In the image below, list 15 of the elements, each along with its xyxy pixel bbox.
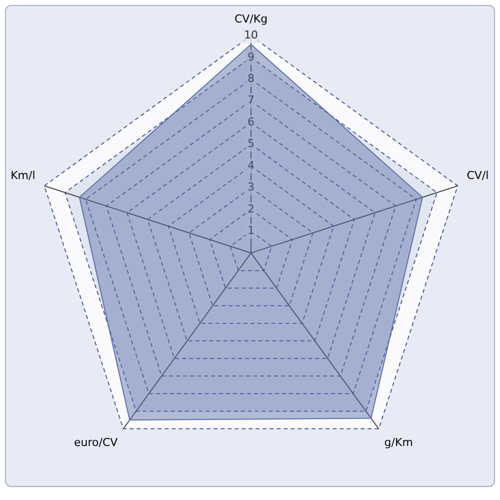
y-tick-label: 4 [248,158,254,172]
y-tick-label: 7 [248,94,254,107]
spoke-label: Km/l [10,169,36,182]
y-tick-label: 8 [248,72,254,86]
y-tick-label: 2 [248,202,254,216]
spoke-label: CV/Kg [234,12,268,26]
y-tick-label: 9 [248,50,254,64]
y-tick-label: 1 [248,224,254,238]
spoke-label: euro/CV [74,436,118,449]
spoke-label: CV/l [466,169,489,182]
y-tick-label: 6 [248,115,254,128]
y-tick-label: 3 [248,180,254,194]
y-tick-label: 5 [248,137,254,150]
y-tick-label: 10 [244,28,258,42]
spoke-label: g/Km [384,436,413,449]
